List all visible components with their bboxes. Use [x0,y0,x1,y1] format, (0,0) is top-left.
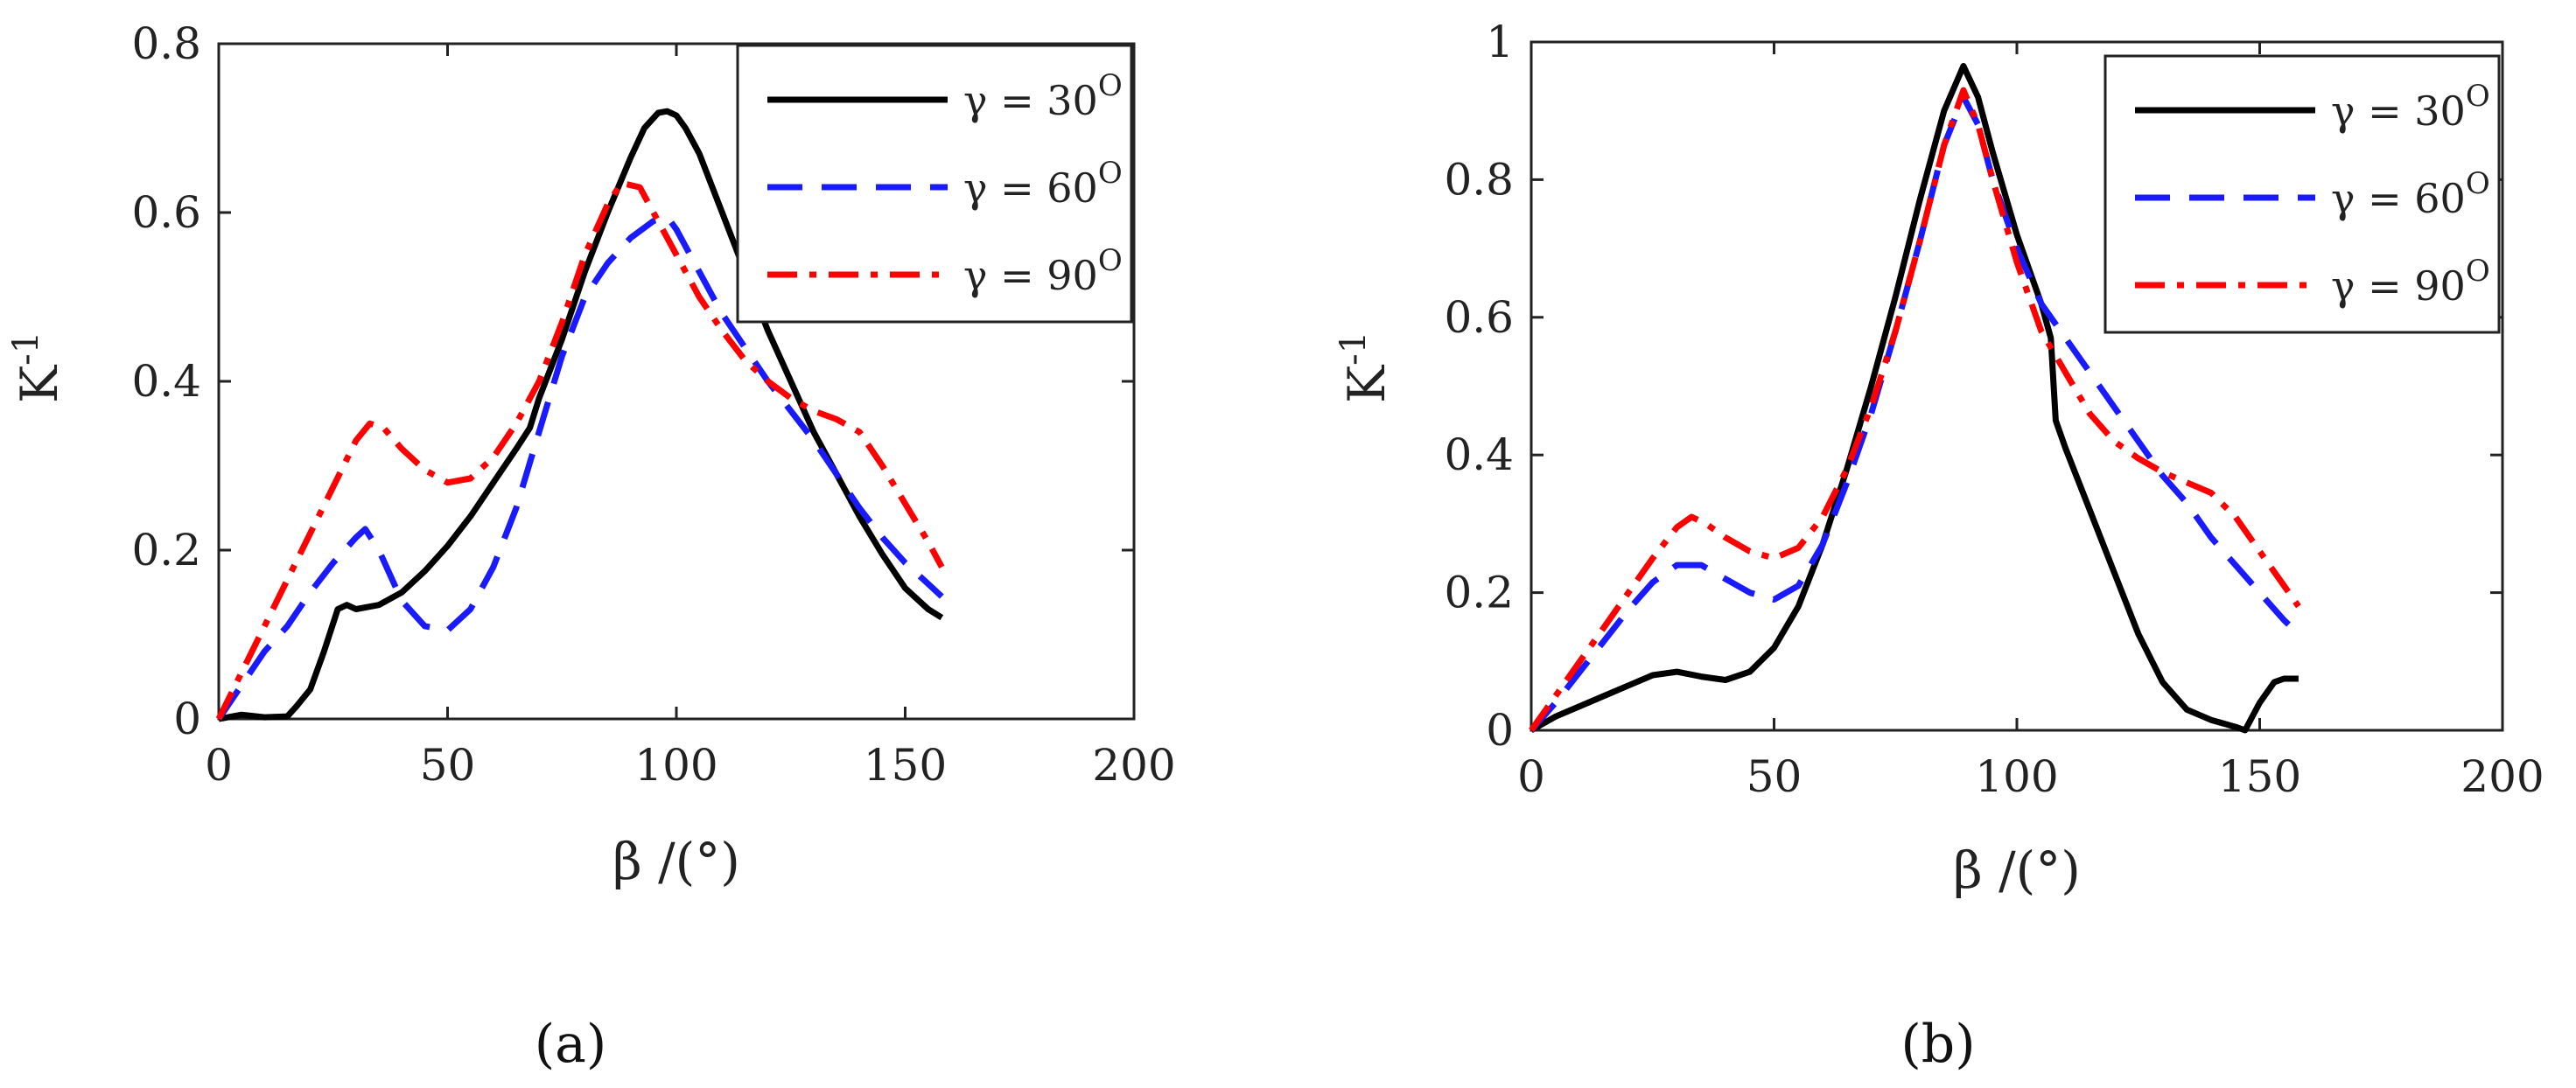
y-axis-label: K-1 [6,331,69,403]
y-axis-label: K-1 [1334,331,1396,403]
y-tick-label: 0.2 [1444,568,1514,618]
panel-label-b: (b) [1900,1014,1975,1075]
x-axis-label: β /(°) [612,832,740,891]
legend-label: γ = 90O [2331,254,2490,310]
legend-label: γ = 60O [963,156,1123,212]
y-tick-label: 0 [173,694,201,744]
series-line-dashdot [215,179,945,721]
series-line-dashed [1529,94,2301,733]
y-tick-label: 0.8 [131,18,201,69]
x-tick-label: 50 [420,740,476,791]
x-tick-label: 100 [634,740,718,791]
x-tick-label: 150 [2218,751,2301,802]
y-tick-label: 0.6 [131,187,201,238]
x-tick-label: 200 [2460,751,2544,802]
y-tick-label: 0.4 [131,356,201,407]
chart-b: 0 50 100 150 200 0 0.2 0.4 0.6 0.8 1 K-1 β /(°) γ = 3… [1334,17,2544,900]
legend-label: γ = 90O [963,243,1123,299]
y-tick-label: 0 [1486,705,1514,756]
y-tick-label: 0.6 [1444,292,1514,343]
legend-label: γ = 60O [2331,166,2490,222]
series-line-dashed [216,213,944,721]
legend-label: γ = 30O [963,68,1123,124]
x-tick-label: 150 [864,740,947,791]
panel-label-a: (a) [535,1014,607,1075]
y-tick-label: 0.4 [1444,429,1514,480]
x-tick-label: 0 [205,740,233,791]
series-line-dashdot [1529,87,2301,733]
y-tick-label: 1 [1486,17,1514,67]
x-axis-label: β /(°) [1953,840,2081,900]
y-tick-label: 0.2 [131,525,201,575]
y-tick-label: 0.8 [1444,154,1514,205]
x-tick-label: 200 [1092,740,1175,791]
legend-label: γ = 30O [2331,79,2490,135]
x-tick-label: 50 [1746,751,1802,802]
x-tick-label: 0 [1517,751,1545,802]
chart-a: 0 50 100 150 200 0 0.2 0.4 0.6 0.8 K-1 β /(°) γ = 30… [6,18,1176,891]
series-line-solid [1530,63,2299,734]
x-tick-label: 100 [1975,751,2058,802]
